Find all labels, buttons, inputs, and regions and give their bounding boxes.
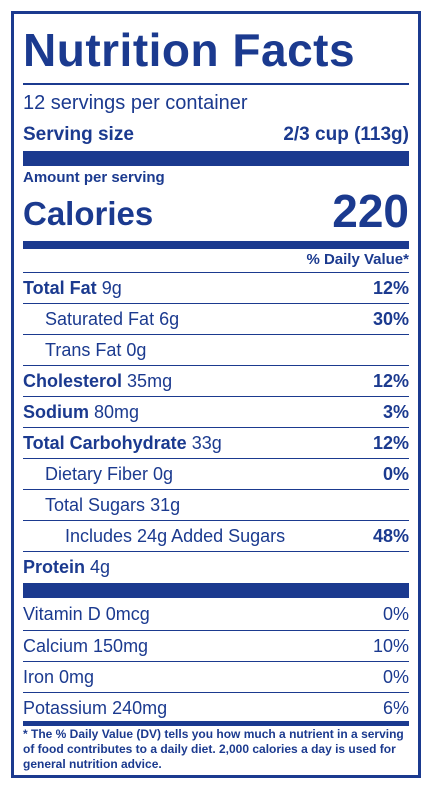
vitamin-row-vitamin-d: Vitamin D 0mcg 0%: [23, 599, 409, 630]
nutrient-row-added-sugars: Includes 24g Added Sugars 48%: [23, 520, 409, 551]
calories-row: Calories 220: [23, 186, 409, 236]
vitamin-row-iron: Iron 0mg 0%: [23, 661, 409, 692]
nutrient-dv: 3%: [382, 401, 409, 422]
vitamin-dv: 0%: [382, 666, 409, 687]
nutrient-row-saturated-fat: Saturated Fat 6g 30%: [23, 303, 409, 334]
thick-divider: [23, 151, 409, 166]
nutrient-amount: 33g: [191, 432, 222, 453]
vitamin-amount: 150mg: [93, 635, 149, 656]
nutrient-name: Total Carbohydrate: [23, 432, 187, 453]
vitamin-name: Iron: [23, 666, 55, 687]
serving-size-row: Serving size 2/3 cup (113g): [23, 124, 409, 146]
nutrition-label: Nutrition Facts 12 servings per containe…: [11, 11, 421, 778]
vitamin-dv: 10%: [372, 635, 409, 656]
medium-divider: [23, 721, 409, 726]
nutrient-name: Total Fat: [23, 277, 97, 298]
nutrient-name: Includes 24g Added Sugars: [65, 525, 286, 546]
nutrient-name: Total Sugars: [45, 494, 146, 515]
vitamin-name: Calcium: [23, 635, 89, 656]
vitamin-dv: 6%: [382, 697, 409, 718]
nutrient-dv: 12%: [372, 370, 409, 391]
amount-per-serving: Amount per serving: [23, 169, 165, 186]
nutrient-amount: 0g: [126, 339, 147, 360]
thick-divider: [23, 583, 409, 598]
servings-per-container: 12 servings per container: [23, 92, 248, 114]
vitamin-name: Potassium: [23, 697, 108, 718]
nutrient-amount: 6g: [159, 308, 180, 329]
nutrient-row-total-fat: Total Fat 9g 12%: [23, 272, 409, 303]
vitamin-amount: 0mg: [59, 666, 95, 687]
vitamin-amount: 0mcg: [105, 604, 150, 624]
calories-label: Calories: [23, 195, 154, 232]
nutrient-dv: 30%: [372, 308, 409, 329]
nutrient-row-cholesterol: Cholesterol 35mg 12%: [23, 365, 409, 396]
vitamin-amount: 240mg: [112, 697, 168, 718]
nutrient-dv: 12%: [372, 432, 409, 453]
serving-size-label: Serving size: [23, 124, 134, 145]
nutrient-row-sodium: Sodium 80mg 3%: [23, 396, 409, 427]
vitamin-row-potassium: Potassium 240mg 6%: [23, 692, 409, 723]
vitamin-dv: 0%: [382, 604, 409, 624]
nutrient-amount: 80mg: [94, 401, 140, 422]
nutrient-row-total-sugars: Total Sugars 31g: [23, 489, 409, 520]
divider: [23, 83, 409, 85]
nutrient-dv: 48%: [372, 525, 409, 546]
nutrient-name: Sodium: [23, 401, 89, 422]
nutrient-dv: 12%: [372, 277, 409, 298]
nutrient-name: Saturated Fat: [45, 308, 155, 329]
nutrient-amount: 9g: [101, 277, 122, 298]
nutrient-amount: 35mg: [127, 370, 173, 391]
nutrient-row-dietary-fiber: Dietary Fiber 0g 0%: [23, 458, 409, 489]
nutrient-name: Dietary Fiber: [45, 463, 149, 484]
vitamin-name: Vitamin D: [23, 604, 101, 624]
nutrient-row-protein: Protein 4g: [23, 551, 409, 582]
nutrient-name: Trans Fat: [45, 339, 122, 360]
calories-value: 220: [332, 185, 409, 237]
nutrient-row-trans-fat: Trans Fat 0g: [23, 334, 409, 365]
label-title: Nutrition Facts: [23, 24, 356, 76]
medium-divider: [23, 241, 409, 249]
serving-size-value: 2/3 cup (113g): [283, 124, 409, 145]
nutrient-amount: 4g: [90, 556, 111, 577]
nutrient-row-total-carbohydrate: Total Carbohydrate 33g 12%: [23, 427, 409, 458]
nutrient-name: Cholesterol: [23, 370, 123, 391]
nutrient-dv: 0%: [382, 463, 409, 484]
footnote: * The % Daily Value (DV) tells you how m…: [23, 727, 404, 771]
daily-value-header: % Daily Value*: [306, 251, 409, 268]
vitamin-row-calcium: Calcium 150mg 10%: [23, 630, 409, 661]
nutrient-amount: 31g: [150, 494, 181, 515]
nutrient-name: Protein: [23, 556, 86, 577]
nutrient-amount: 0g: [153, 463, 174, 484]
